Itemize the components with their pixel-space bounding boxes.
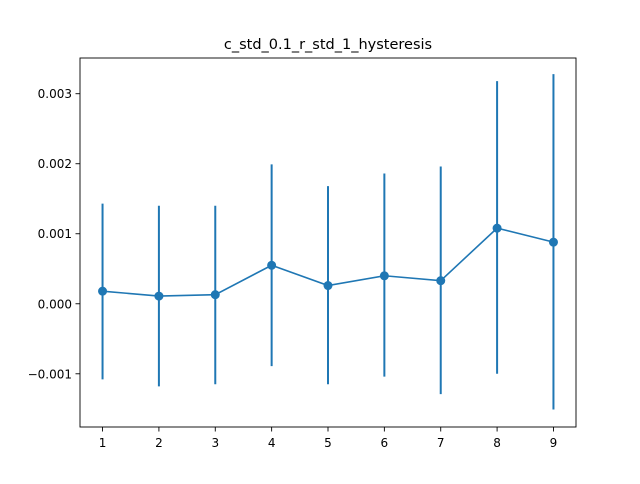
x-tick-label: 1 [99,436,107,450]
x-tick-label: 3 [211,436,219,450]
data-point [210,290,220,300]
y-tick-label: 0.000 [38,297,72,311]
x-tick-label: 8 [493,436,501,450]
x-tick-label: 5 [324,436,332,450]
plot-area [98,74,558,410]
data-point [379,271,389,281]
data-point [436,276,446,286]
y-tick-label: 0.001 [38,227,72,241]
chart-title: c_std_0.1_r_std_1_hysteresis [224,37,432,53]
data-point [492,223,502,233]
data-point [323,281,333,291]
x-tick-label: 6 [381,436,389,450]
data-point [267,260,277,270]
data-point [98,286,108,296]
y-axis: −0.001 0.000 0.001 0.002 0.003 [28,87,80,381]
y-tick-label: 0.003 [38,87,72,101]
x-tick-label: 4 [268,436,276,450]
x-tick-label: 9 [550,436,558,450]
y-tick-label: 0.002 [38,157,72,171]
x-tick-label: 2 [155,436,163,450]
x-tick-label: 7 [437,436,445,450]
x-axis: 1 2 3 4 5 6 7 8 9 [99,427,558,450]
y-tick-label: −0.001 [28,367,72,381]
data-point [154,291,164,301]
data-point [548,237,558,247]
